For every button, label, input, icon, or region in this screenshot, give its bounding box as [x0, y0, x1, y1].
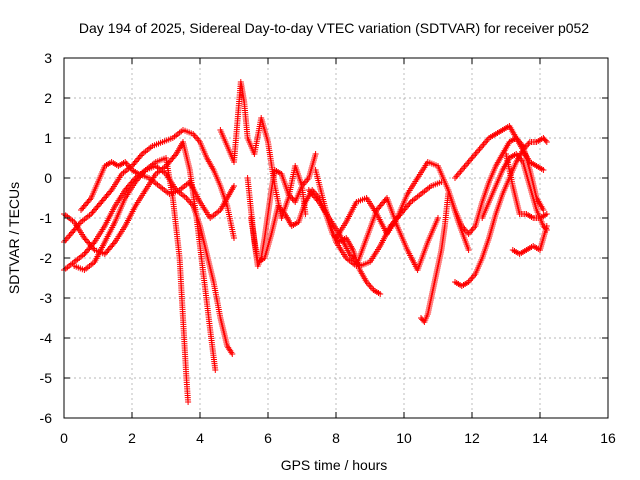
y-tick-label: -3 [40, 290, 53, 306]
y-tick-label: 0 [44, 170, 52, 186]
y-tick-labels: -6 -5 -4 -3 -2 -1 0 1 2 3 [40, 50, 53, 426]
y-tick-label: 1 [44, 130, 52, 146]
x-tick-label: 12 [464, 430, 480, 446]
series-track-18 [503, 151, 550, 221]
axis-ticks [63, 57, 609, 419]
data-point [543, 211, 550, 217]
y-tick-label: 3 [44, 50, 52, 66]
x-tick-label: 10 [396, 430, 412, 446]
chart-title: Day 194 of 2025, Sidereal Day-to-day VTE… [79, 20, 589, 36]
y-tick-label: -1 [40, 210, 53, 226]
x-tick-label: 8 [332, 430, 340, 446]
series-track-5 [78, 159, 237, 221]
series-track-12 [418, 191, 452, 325]
y-tick-label: 2 [44, 90, 52, 106]
y-axis-label: SDTVAR / TECUs [6, 182, 22, 294]
x-tick-label: 6 [264, 430, 272, 446]
data-point [231, 183, 237, 189]
x-tick-labels: 0 2 4 6 8 10 12 14 16 [60, 430, 616, 446]
x-tick-label: 0 [60, 430, 68, 446]
series-track-10 [312, 167, 441, 273]
y-tick-label: -2 [40, 250, 53, 266]
data-point [542, 137, 549, 144]
data-point [540, 207, 547, 213]
data-point [435, 215, 441, 221]
y-tick-label: -6 [40, 410, 53, 426]
series-track-6 [217, 79, 309, 221]
y-tick-label: -4 [40, 330, 53, 346]
x-tick-label: 4 [196, 430, 204, 446]
series-track-2 [61, 127, 237, 245]
data-point [312, 151, 319, 157]
data-point [540, 167, 547, 173]
x-tick-label: 2 [128, 430, 136, 446]
series-track-15 [452, 135, 550, 289]
data-point [231, 235, 237, 241]
data-point [543, 139, 550, 145]
x-axis-label: GPS time / hours [281, 457, 388, 473]
y-tick-label: -5 [40, 370, 53, 386]
data-points [61, 79, 550, 405]
data-point [229, 351, 236, 357]
data-point [185, 399, 192, 405]
x-tick-label: 16 [600, 430, 616, 446]
data-point [212, 367, 219, 373]
x-tick-label: 14 [532, 430, 548, 446]
series-track-17 [509, 223, 550, 257]
data-point [543, 223, 550, 229]
data-point [377, 291, 384, 297]
data-point [465, 247, 472, 253]
series-track-4 [71, 163, 236, 357]
